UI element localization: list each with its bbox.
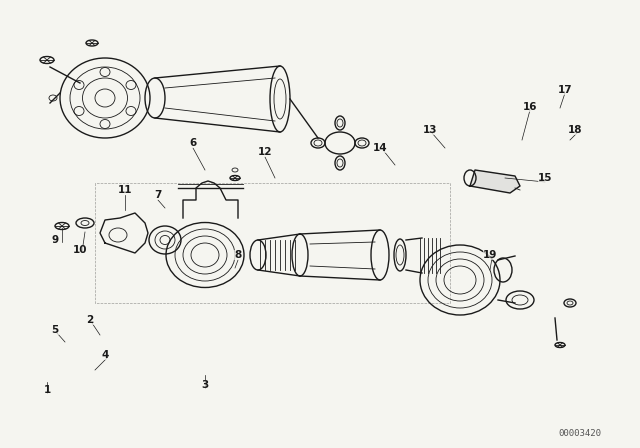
Text: 11: 11 (118, 185, 132, 195)
Text: 13: 13 (423, 125, 437, 135)
Text: 6: 6 (189, 138, 196, 148)
Text: 4: 4 (101, 350, 109, 360)
Text: 00003420: 00003420 (559, 428, 602, 438)
Polygon shape (470, 170, 520, 193)
Text: 8: 8 (234, 250, 242, 260)
Text: 7: 7 (154, 190, 162, 200)
Text: 14: 14 (372, 143, 387, 153)
Text: 19: 19 (483, 250, 497, 260)
Text: 17: 17 (557, 85, 572, 95)
Text: 3: 3 (202, 380, 209, 390)
Text: 15: 15 (538, 173, 552, 183)
Text: 1: 1 (44, 385, 51, 395)
Text: 16: 16 (523, 102, 537, 112)
Text: 18: 18 (568, 125, 582, 135)
Text: 2: 2 (86, 315, 93, 325)
Text: 12: 12 (258, 147, 272, 157)
Text: 5: 5 (51, 325, 59, 335)
Text: 10: 10 (73, 245, 87, 255)
Text: 9: 9 (51, 235, 59, 245)
